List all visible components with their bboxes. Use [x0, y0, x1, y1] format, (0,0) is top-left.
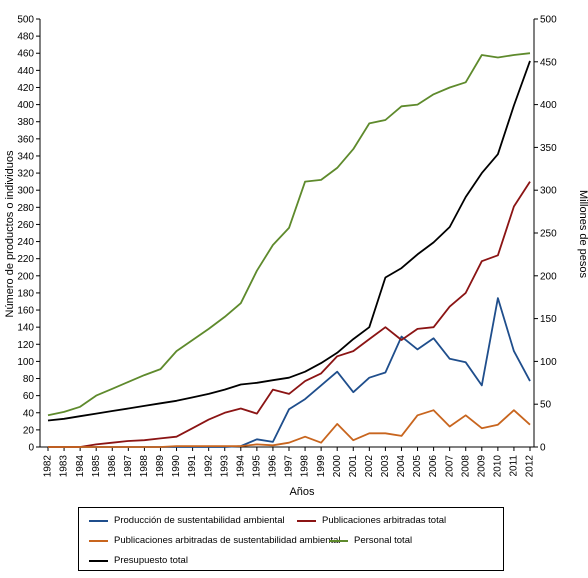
- right-tick-label: 500: [540, 15, 557, 26]
- left-tick-label: 0: [28, 443, 34, 454]
- left-tick-label: 160: [17, 306, 34, 317]
- x-tick-label: 2010: [493, 455, 504, 478]
- series-line-5: [47, 60, 531, 422]
- x-tick-label: 2007: [444, 455, 455, 478]
- x-tick-label: 2004: [396, 455, 407, 478]
- x-tick-label: 2001: [348, 455, 359, 478]
- left-tick-label: 180: [17, 288, 34, 299]
- x-tick-label: 1994: [235, 455, 246, 478]
- right-tick-label: 150: [540, 314, 557, 325]
- series-line-4: [47, 52, 531, 417]
- right-y-axis: 0 50 100 150 200 250 300 350 400 450 500: [533, 15, 557, 454]
- left-tick-label: 220: [17, 254, 34, 265]
- right-tick-label: 200: [540, 271, 557, 282]
- x-tick-label: 2000: [332, 455, 343, 478]
- x-tick-label: 1997: [284, 455, 295, 478]
- left-tick-label: 480: [17, 32, 34, 43]
- right-tick-label: 450: [540, 57, 557, 68]
- x-tick-label: 1996: [268, 455, 279, 478]
- left-tick-label: 100: [17, 357, 34, 368]
- legend-swatch: [329, 540, 348, 542]
- legend-item-publicaciones-total: Publicaciones arbitradas total: [297, 515, 446, 527]
- x-tick-label: 1986: [107, 455, 118, 478]
- right-tick-label: 300: [540, 186, 557, 197]
- x-tick-label: 1989: [155, 455, 166, 478]
- legend-swatch: [89, 560, 108, 562]
- left-tick-label: 420: [17, 83, 34, 94]
- left-tick-label: 260: [17, 220, 34, 231]
- x-tick-label: 2002: [364, 455, 375, 478]
- series-line-3: [48, 409, 531, 448]
- legend-item-presupuesto-total: Presupuesto total: [89, 555, 188, 567]
- right-y-axis-title: Millones de pesos: [577, 190, 588, 279]
- legend-item-personal-total: Personal total: [329, 535, 412, 547]
- x-tick-label: 1985: [91, 455, 102, 478]
- legend-swatch: [297, 520, 316, 522]
- left-tick-label: 20: [23, 425, 35, 436]
- right-tick-label: 350: [540, 143, 557, 154]
- legend-item-publicaciones-sustentabilidad: Publicaciones arbitradas de sustentabili…: [89, 535, 341, 547]
- left-tick-label: 60: [23, 391, 35, 402]
- x-tick-label: 1984: [75, 455, 86, 478]
- x-tick-label: 1999: [316, 455, 327, 478]
- left-tick-label: 460: [17, 49, 34, 60]
- x-tick-label: 1988: [139, 455, 150, 478]
- legend-label: Publicaciones arbitradas total: [322, 515, 447, 526]
- legend-swatch: [89, 540, 108, 542]
- left-tick-label: 200: [17, 271, 34, 282]
- left-tick-label: 500: [17, 15, 34, 26]
- right-tick-label: 50: [540, 400, 552, 411]
- left-tick-label: 380: [17, 117, 34, 128]
- legend-item-produccion-sustentabilidad: Producción de sustentabilidad ambiental: [89, 515, 285, 527]
- x-tick-label: 2006: [428, 455, 439, 478]
- x-tick-label: 1991: [187, 455, 198, 478]
- right-tick-label: 250: [540, 229, 557, 240]
- x-tick-label: 2011: [509, 455, 520, 477]
- x-axis: 1982 1983 1984 1985 1986 1987 1988 1989 1990 1991…: [40, 446, 536, 478]
- series-line-1: [48, 297, 531, 448]
- x-tick-label: 1990: [171, 455, 182, 478]
- legend-label: Presupuesto total: [114, 555, 188, 566]
- left-tick-label: 300: [17, 186, 34, 197]
- left-tick-label: 280: [17, 203, 34, 214]
- left-tick-label: 360: [17, 134, 34, 145]
- legend-swatch: [89, 520, 108, 522]
- x-tick-label: 1995: [252, 455, 263, 478]
- legend-label: Publicaciones arbitradas de sustentabili…: [114, 535, 341, 546]
- left-tick-label: 440: [17, 66, 34, 77]
- left-tick-label: 40: [23, 408, 35, 419]
- x-tick-label: 2005: [412, 455, 423, 478]
- x-tick-label: 1987: [123, 455, 134, 478]
- series-layer: [47, 52, 531, 448]
- x-axis-title: Años: [289, 486, 315, 498]
- right-tick-label: 0: [540, 443, 546, 454]
- left-y-axis: 0 20 40 60 80 100 120 140 160 180 200 220 240 260 280 3…: [17, 15, 41, 454]
- x-tick-label: 1982: [43, 455, 54, 478]
- series-line-2: [48, 181, 531, 448]
- left-tick-label: 240: [17, 237, 34, 248]
- legend-label: Personal total: [354, 535, 413, 546]
- x-tick-label: 2012: [525, 455, 536, 478]
- left-tick-label: 120: [17, 340, 34, 351]
- left-tick-label: 340: [17, 151, 34, 162]
- left-tick-label: 400: [17, 100, 34, 111]
- legend: Producción de sustentabilidad ambiental …: [78, 507, 504, 571]
- legend-label: Producción de sustentabilidad ambiental: [114, 515, 285, 526]
- x-tick-label: 2009: [476, 455, 487, 478]
- x-tick-label: 1992: [203, 455, 214, 478]
- x-tick-label: 2003: [380, 455, 391, 478]
- x-tick-label: 1993: [219, 455, 230, 478]
- left-tick-label: 320: [17, 169, 34, 180]
- x-tick-label: 1983: [59, 455, 70, 478]
- left-tick-label: 80: [23, 374, 35, 385]
- left-y-axis-title: Número de productos o individuos: [4, 150, 16, 317]
- x-tick-label: 1998: [300, 455, 311, 478]
- left-tick-label: 140: [17, 323, 34, 334]
- right-tick-label: 100: [540, 357, 557, 368]
- x-tick-label: 2008: [460, 455, 471, 478]
- right-tick-label: 400: [540, 100, 557, 111]
